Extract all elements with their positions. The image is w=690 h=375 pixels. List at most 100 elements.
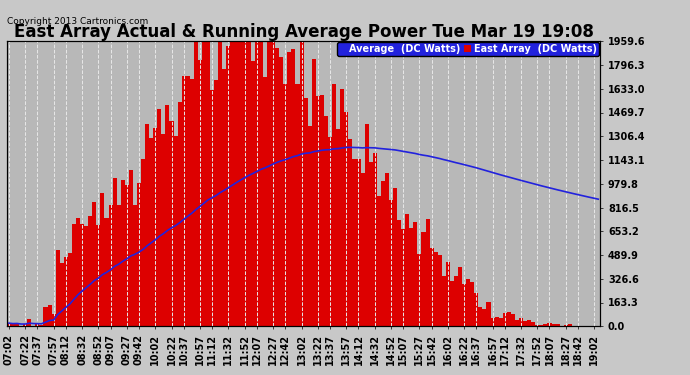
Bar — [405, 214, 409, 326]
Bar — [511, 314, 515, 326]
Bar — [357, 159, 360, 326]
Bar — [60, 263, 63, 326]
Bar — [72, 224, 76, 326]
Bar — [15, 323, 19, 326]
Bar — [259, 41, 263, 326]
Bar — [271, 41, 275, 326]
Bar — [385, 173, 389, 326]
Bar — [535, 325, 540, 326]
Bar — [360, 172, 364, 326]
Bar — [27, 319, 31, 326]
Bar — [149, 138, 153, 326]
Bar — [458, 267, 462, 326]
Bar — [157, 109, 161, 326]
Bar — [312, 59, 316, 326]
Bar — [373, 153, 377, 326]
Bar — [161, 134, 166, 326]
Bar — [202, 42, 206, 326]
Bar — [137, 183, 141, 326]
Bar — [35, 324, 39, 326]
Bar — [100, 194, 104, 326]
Bar — [222, 69, 226, 326]
Bar — [97, 225, 100, 326]
Bar — [295, 84, 299, 326]
Bar — [308, 126, 312, 326]
Bar — [437, 255, 442, 326]
Bar — [56, 250, 60, 326]
Bar — [499, 318, 503, 326]
Bar — [84, 225, 88, 326]
Legend: Average  (DC Watts), East Array  (DC Watts): Average (DC Watts), East Array (DC Watts… — [337, 42, 600, 56]
Bar — [129, 170, 133, 326]
Bar — [482, 309, 486, 326]
Bar — [275, 48, 279, 326]
Bar — [523, 321, 527, 326]
Bar — [531, 321, 535, 326]
Bar — [478, 307, 482, 326]
Bar — [48, 304, 52, 326]
Bar — [279, 57, 284, 326]
Bar — [495, 316, 499, 326]
Bar — [7, 323, 11, 326]
Bar — [320, 95, 324, 326]
Bar — [364, 124, 368, 326]
Bar — [104, 218, 108, 326]
Bar — [198, 60, 202, 326]
Bar — [564, 325, 568, 326]
Bar — [474, 292, 478, 326]
Bar — [332, 84, 336, 326]
Bar — [181, 76, 186, 326]
Bar — [133, 205, 137, 326]
Bar — [551, 324, 555, 326]
Bar — [527, 320, 531, 326]
Bar — [117, 205, 121, 326]
Bar — [446, 262, 450, 326]
Bar — [218, 41, 222, 326]
Bar — [235, 41, 239, 326]
Bar — [291, 50, 295, 326]
Bar — [304, 98, 308, 326]
Bar — [471, 282, 474, 326]
Bar — [462, 284, 466, 326]
Bar — [263, 77, 267, 326]
Bar — [507, 312, 511, 326]
Bar — [555, 324, 560, 326]
Bar — [368, 162, 373, 326]
Bar — [328, 137, 332, 326]
Bar — [466, 279, 471, 326]
Bar — [324, 116, 328, 326]
Bar — [170, 122, 174, 326]
Bar — [433, 252, 437, 326]
Bar — [141, 159, 145, 326]
Bar — [112, 178, 117, 326]
Bar — [442, 276, 446, 326]
Bar — [153, 129, 157, 326]
Bar — [287, 53, 291, 326]
Bar — [454, 276, 458, 326]
Bar — [503, 314, 507, 326]
Bar — [353, 159, 357, 326]
Title: East Array Actual & Running Average Power Tue Mar 19 19:08: East Array Actual & Running Average Powe… — [14, 23, 593, 41]
Bar — [11, 324, 15, 326]
Text: Copyright 2013 Cartronics.com: Copyright 2013 Cartronics.com — [7, 17, 148, 26]
Bar — [568, 324, 572, 326]
Bar — [393, 188, 397, 326]
Bar — [255, 41, 259, 326]
Bar — [417, 254, 422, 326]
Bar — [267, 41, 271, 326]
Bar — [76, 218, 80, 326]
Bar — [519, 318, 523, 326]
Bar — [377, 196, 381, 326]
Bar — [544, 324, 547, 326]
Bar — [336, 129, 340, 326]
Bar — [186, 76, 190, 326]
Bar — [486, 302, 491, 326]
Bar — [491, 318, 495, 326]
Bar — [243, 41, 247, 326]
Bar — [430, 248, 433, 326]
Bar — [23, 324, 27, 326]
Bar — [88, 216, 92, 326]
Bar — [194, 41, 198, 326]
Bar — [450, 281, 454, 326]
Bar — [166, 105, 170, 326]
